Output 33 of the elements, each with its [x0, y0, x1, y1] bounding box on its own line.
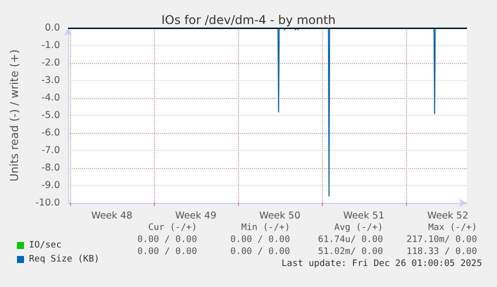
legend-label: Req Size (KB) — [29, 254, 100, 264]
y-axis-title: Units read (-) / write (+) — [8, 49, 21, 182]
y-tick-label: -5.0 — [41, 110, 60, 121]
y-tick-label: -8.0 — [41, 162, 60, 174]
x-tick-label: Week 52 — [427, 210, 468, 222]
legend-label: IO/sec — [29, 240, 62, 250]
x-tick-label: Week 50 — [259, 210, 300, 222]
text: 0.00 / 0.00 — [230, 247, 290, 257]
text: Last update: Fri Dec 26 01:00:05 2025 — [282, 259, 482, 269]
y-tick-label: -3.0 — [41, 75, 60, 86]
text: 61.74u/ 0.00 — [318, 235, 383, 245]
text: 0.00 / 0.00 — [137, 247, 197, 257]
text: Cur (-/+) — [148, 223, 197, 233]
text: 0.00 / 0.00 — [230, 235, 290, 245]
y-tick-label: 0.0 — [44, 22, 60, 34]
x-tick-label: Week 51 — [343, 210, 384, 222]
text: 217.10m/ 0.00 — [406, 235, 477, 245]
y-tick-label: -1.0 — [41, 40, 60, 51]
chart-title: IOs for /dev/dm-4 - by month — [161, 13, 336, 27]
y-tick-label: -10.0 — [35, 198, 60, 208]
text: Min (-/+) — [241, 223, 290, 233]
text: 0.00 / 0.00 — [137, 235, 197, 245]
y-tick-label: -6.0 — [41, 128, 60, 138]
text: Avg (-/+) — [334, 223, 383, 233]
x-tick-label: Week 49 — [175, 210, 216, 222]
text: 51.02m/ 0.00 — [318, 247, 383, 257]
y-tick-label: -4.0 — [41, 92, 60, 104]
y-tick-label: -9.0 — [41, 180, 60, 191]
y-tick-label: -7.0 — [41, 145, 60, 156]
x-tick-label: Week 48 — [91, 210, 132, 222]
text: 118.33 / 0.00 — [406, 247, 477, 257]
y-tick-label: -2.0 — [41, 58, 60, 68]
text: Max (-/+) — [428, 223, 477, 233]
